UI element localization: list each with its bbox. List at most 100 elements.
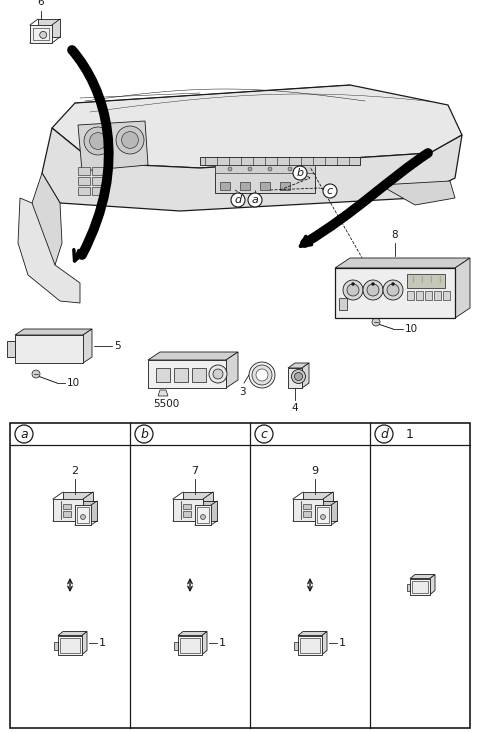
Polygon shape: [183, 492, 213, 514]
Bar: [407, 584, 410, 591]
Bar: [178, 636, 202, 655]
Bar: [339, 298, 347, 310]
Bar: [78, 167, 90, 175]
Circle shape: [213, 369, 223, 379]
Bar: [75, 505, 91, 525]
Bar: [407, 291, 414, 300]
Text: 9: 9: [312, 466, 319, 476]
Bar: [195, 505, 211, 525]
Text: 1: 1: [99, 638, 106, 648]
Polygon shape: [158, 390, 168, 396]
Circle shape: [291, 369, 305, 383]
Text: c: c: [261, 427, 267, 441]
Polygon shape: [298, 632, 327, 636]
Bar: [335, 268, 455, 318]
Polygon shape: [303, 492, 333, 514]
Polygon shape: [78, 121, 148, 171]
Polygon shape: [58, 632, 87, 636]
Circle shape: [343, 280, 363, 300]
Text: |: |: [420, 276, 422, 283]
Polygon shape: [321, 501, 337, 521]
Circle shape: [248, 167, 252, 171]
Circle shape: [288, 167, 292, 171]
Polygon shape: [201, 501, 217, 521]
Bar: [78, 187, 90, 195]
Bar: [215, 167, 315, 193]
Polygon shape: [52, 85, 462, 168]
Bar: [220, 182, 230, 190]
Polygon shape: [410, 575, 435, 578]
Circle shape: [392, 282, 395, 285]
Polygon shape: [42, 128, 462, 211]
Circle shape: [201, 515, 205, 520]
Bar: [92, 187, 104, 195]
Bar: [180, 638, 200, 652]
Polygon shape: [302, 363, 309, 388]
Text: 1: 1: [219, 638, 226, 648]
Circle shape: [209, 365, 227, 383]
Polygon shape: [178, 632, 207, 636]
Bar: [425, 291, 432, 300]
Polygon shape: [82, 632, 87, 655]
Bar: [200, 157, 360, 165]
Polygon shape: [38, 19, 60, 37]
Bar: [294, 642, 298, 649]
Text: 1: 1: [339, 638, 346, 648]
Text: d: d: [380, 427, 388, 441]
Bar: [0, 0, 480, 413]
Circle shape: [256, 369, 268, 381]
Bar: [92, 167, 104, 175]
Polygon shape: [63, 492, 93, 514]
Bar: [174, 368, 188, 382]
Bar: [280, 182, 290, 190]
Bar: [303, 504, 311, 509]
Circle shape: [347, 284, 359, 296]
Bar: [53, 499, 83, 521]
Circle shape: [295, 372, 302, 380]
Circle shape: [84, 127, 112, 155]
Circle shape: [121, 132, 138, 148]
Circle shape: [383, 280, 403, 300]
Bar: [434, 291, 441, 300]
Circle shape: [32, 370, 40, 378]
Bar: [173, 499, 203, 521]
Polygon shape: [83, 329, 92, 363]
Polygon shape: [322, 632, 327, 655]
Polygon shape: [455, 258, 470, 318]
Circle shape: [321, 515, 325, 520]
Polygon shape: [202, 632, 207, 655]
Bar: [410, 578, 430, 594]
Bar: [15, 335, 83, 363]
Bar: [303, 511, 311, 517]
Bar: [183, 504, 191, 509]
Bar: [174, 642, 178, 649]
Polygon shape: [335, 258, 470, 268]
Text: 8: 8: [392, 230, 398, 240]
Bar: [288, 368, 302, 388]
Polygon shape: [430, 575, 435, 594]
Circle shape: [249, 362, 275, 388]
Text: 5: 5: [114, 341, 120, 351]
Circle shape: [81, 515, 85, 520]
Text: 2: 2: [72, 466, 79, 476]
Circle shape: [367, 284, 379, 296]
Circle shape: [387, 284, 399, 296]
Bar: [7, 341, 15, 357]
Polygon shape: [288, 363, 309, 368]
Polygon shape: [380, 181, 455, 205]
Circle shape: [363, 280, 383, 300]
Bar: [10, 423, 470, 728]
Polygon shape: [226, 352, 238, 388]
Bar: [77, 507, 89, 523]
Circle shape: [40, 32, 47, 38]
Bar: [197, 507, 209, 523]
Bar: [92, 177, 104, 185]
Text: 6: 6: [38, 0, 44, 7]
Bar: [54, 642, 58, 649]
Bar: [156, 368, 170, 382]
Bar: [407, 274, 445, 288]
Bar: [33, 28, 49, 40]
Polygon shape: [148, 352, 238, 360]
Bar: [215, 165, 315, 173]
Circle shape: [90, 133, 107, 150]
